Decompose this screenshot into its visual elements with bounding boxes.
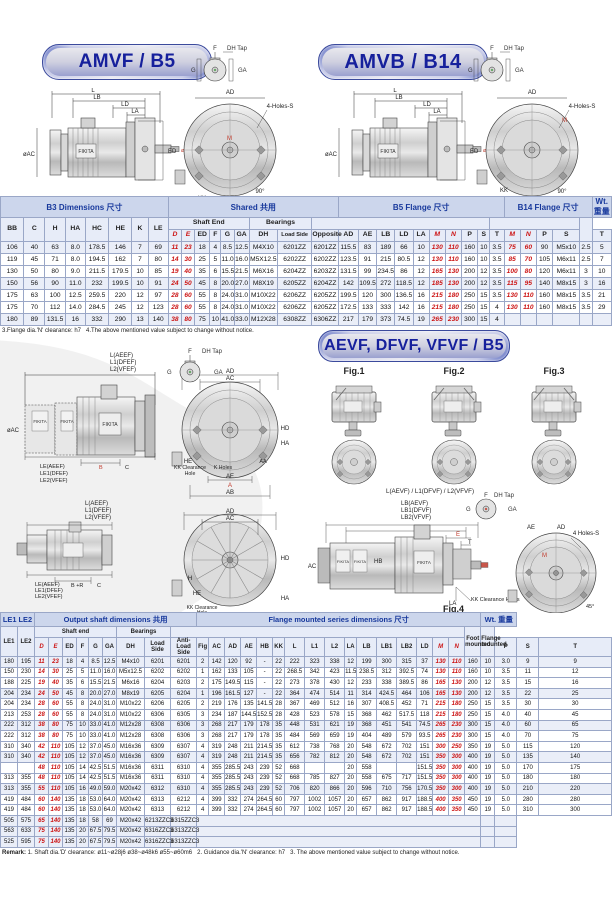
svg-text:K Holes: K Holes xyxy=(214,465,233,471)
svg-text:LB1(DFVF): LB1(DFVF) xyxy=(401,508,431,514)
svg-text:FIKITA: FIKITA xyxy=(337,559,349,564)
svg-text:FIKITA: FIKITA xyxy=(417,560,431,565)
svg-text:G: G xyxy=(167,370,172,376)
svg-text:4-Holes-S: 4-Holes-S xyxy=(569,104,596,110)
svg-text:HE: HE xyxy=(193,591,201,597)
svg-text:L: L xyxy=(91,88,95,94)
svg-text:F: F xyxy=(213,46,217,52)
svg-text:C: C xyxy=(97,583,101,589)
svg-text:C: C xyxy=(125,465,129,471)
svg-text:DH Tap: DH Tap xyxy=(227,46,248,52)
svg-text:HD: HD xyxy=(281,426,290,432)
svg-text:M: M xyxy=(227,136,232,142)
svg-text:AD: AD xyxy=(528,90,537,96)
svg-text:HA: HA xyxy=(281,441,289,447)
svg-text:L2(VFEF): L2(VFEF) xyxy=(110,367,136,373)
svg-text:B: B xyxy=(99,465,103,471)
svg-text:FIKITA: FIKITA xyxy=(33,419,46,424)
svg-text:LB: LB xyxy=(395,95,402,101)
svg-text:AE: AE xyxy=(226,474,234,480)
svg-text:FIKITA: FIKITA xyxy=(354,559,366,564)
svg-text:LE(AEEF): LE(AEEF) xyxy=(40,464,65,470)
svg-text:LD: LD xyxy=(121,102,129,108)
svg-text:LE2(VFEF): LE2(VFEF) xyxy=(40,478,68,484)
svg-text:AC: AC xyxy=(226,516,235,522)
svg-text:Hole: Hole xyxy=(185,471,196,477)
svg-text:LD: LD xyxy=(423,102,431,108)
svg-text:AD: AD xyxy=(226,90,235,96)
svg-text:L2(VFEF): L2(VFEF) xyxy=(85,515,111,521)
svg-text:G: G xyxy=(191,68,196,74)
svg-text:L(AEEF): L(AEEF) xyxy=(110,353,133,359)
svg-text:F: F xyxy=(490,46,494,52)
svg-text:L1(DFEF): L1(DFEF) xyxy=(85,508,111,514)
svg-text:FIKITA: FIKITA xyxy=(78,149,94,155)
svg-text:L(AEEF): L(AEEF) xyxy=(85,501,108,507)
svg-text:4-Holes-S: 4-Holes-S xyxy=(267,104,294,110)
svg-text:Fig.2: Fig.2 xyxy=(443,366,464,376)
svg-text:M: M xyxy=(542,553,547,559)
svg-text:Fig.1: Fig.1 xyxy=(343,366,364,376)
svg-text:HB: HB xyxy=(374,559,382,565)
svg-text:AD: AD xyxy=(226,509,235,515)
svg-text:DH Tap: DH Tap xyxy=(202,349,223,355)
svg-text:AD: AD xyxy=(557,525,566,531)
svg-text:GA: GA xyxy=(238,68,247,74)
svg-text:AE: AE xyxy=(527,525,535,531)
svg-text:øAC: øAC xyxy=(23,152,36,158)
svg-text:AD: AD xyxy=(226,369,235,375)
svg-text:LB2(VFVF): LB2(VFVF) xyxy=(401,515,431,521)
svg-text:B +R: B +R xyxy=(71,583,83,589)
svg-text:90°: 90° xyxy=(255,189,265,195)
svg-text:KK: KK xyxy=(500,188,508,194)
svg-text:LB: LB xyxy=(93,95,100,101)
svg-text:AC: AC xyxy=(308,564,317,570)
svg-text:G: G xyxy=(468,68,473,74)
svg-text:90°: 90° xyxy=(557,189,567,195)
svg-text:GA: GA xyxy=(214,370,223,376)
svg-text:L: L xyxy=(393,88,397,94)
svg-text:ED: ED xyxy=(168,149,177,155)
svg-text:F: F xyxy=(188,349,192,355)
svg-text:4 Holes-S: 4 Holes-S xyxy=(573,531,599,537)
svg-text:GA: GA xyxy=(515,68,524,74)
svg-text:FIKITA: FIKITA xyxy=(102,422,118,428)
svg-text:HA: HA xyxy=(281,596,289,602)
svg-text:LA: LA xyxy=(131,109,138,115)
svg-text:AA: AA xyxy=(259,459,267,465)
svg-text:E: E xyxy=(456,532,460,538)
svg-text:G: G xyxy=(466,507,471,513)
svg-text:HD: HD xyxy=(281,556,290,562)
svg-text:AC: AC xyxy=(226,376,235,382)
svg-text:øAC: øAC xyxy=(325,152,338,158)
svg-text:FIKITA: FIKITA xyxy=(60,419,73,424)
svg-text:H: H xyxy=(188,576,192,582)
svg-text:DH Tap: DH Tap xyxy=(504,46,525,52)
svg-text:LE1(DFEF): LE1(DFEF) xyxy=(40,471,68,477)
svg-text:L1(DFEF): L1(DFEF) xyxy=(110,360,136,366)
svg-text:LE2(VFEF): LE2(VFEF) xyxy=(35,594,63,600)
svg-text:LA: LA xyxy=(433,109,440,115)
svg-text:GA: GA xyxy=(508,507,517,513)
svg-text:Fig.3: Fig.3 xyxy=(543,366,564,376)
svg-text:ED: ED xyxy=(470,149,479,155)
svg-text:T: T xyxy=(468,540,472,546)
svg-text:45°: 45° xyxy=(586,604,594,610)
svg-text:A: A xyxy=(228,483,232,489)
svg-text:FIKITA: FIKITA xyxy=(380,149,396,155)
svg-text:øAC: øAC xyxy=(7,428,20,434)
